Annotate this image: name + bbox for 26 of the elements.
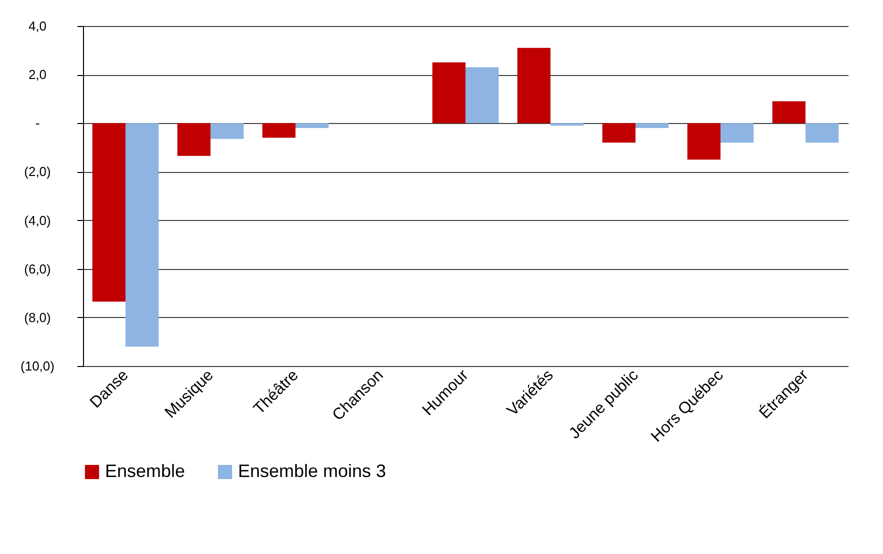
bar bbox=[602, 123, 636, 143]
bar bbox=[636, 123, 669, 128]
bar bbox=[92, 123, 126, 302]
bar bbox=[720, 123, 754, 143]
y-tick-label: - bbox=[35, 116, 40, 131]
bar bbox=[550, 123, 584, 126]
legend-label: Ensemble moins 3 bbox=[238, 461, 386, 481]
bar bbox=[687, 123, 720, 160]
bar bbox=[177, 123, 210, 156]
y-tick-label: (2,0) bbox=[24, 164, 51, 180]
bar bbox=[296, 123, 329, 128]
y-tick-label: (8,0) bbox=[24, 310, 51, 325]
legend-label: Ensemble bbox=[105, 461, 186, 481]
y-tick-label: 4,0 bbox=[28, 18, 47, 34]
bar bbox=[466, 67, 499, 124]
bar bbox=[126, 123, 159, 347]
y-tick-label: 2,0 bbox=[28, 67, 47, 82]
bar bbox=[210, 123, 244, 139]
y-tick-label: (10,0) bbox=[20, 358, 54, 374]
bar bbox=[432, 62, 466, 124]
y-tick-label: (4,0) bbox=[24, 212, 51, 228]
bar bbox=[262, 123, 296, 138]
bar bbox=[806, 123, 839, 143]
bar bbox=[772, 101, 806, 124]
bar bbox=[517, 48, 550, 124]
y-tick-label: (6,0) bbox=[24, 261, 51, 276]
